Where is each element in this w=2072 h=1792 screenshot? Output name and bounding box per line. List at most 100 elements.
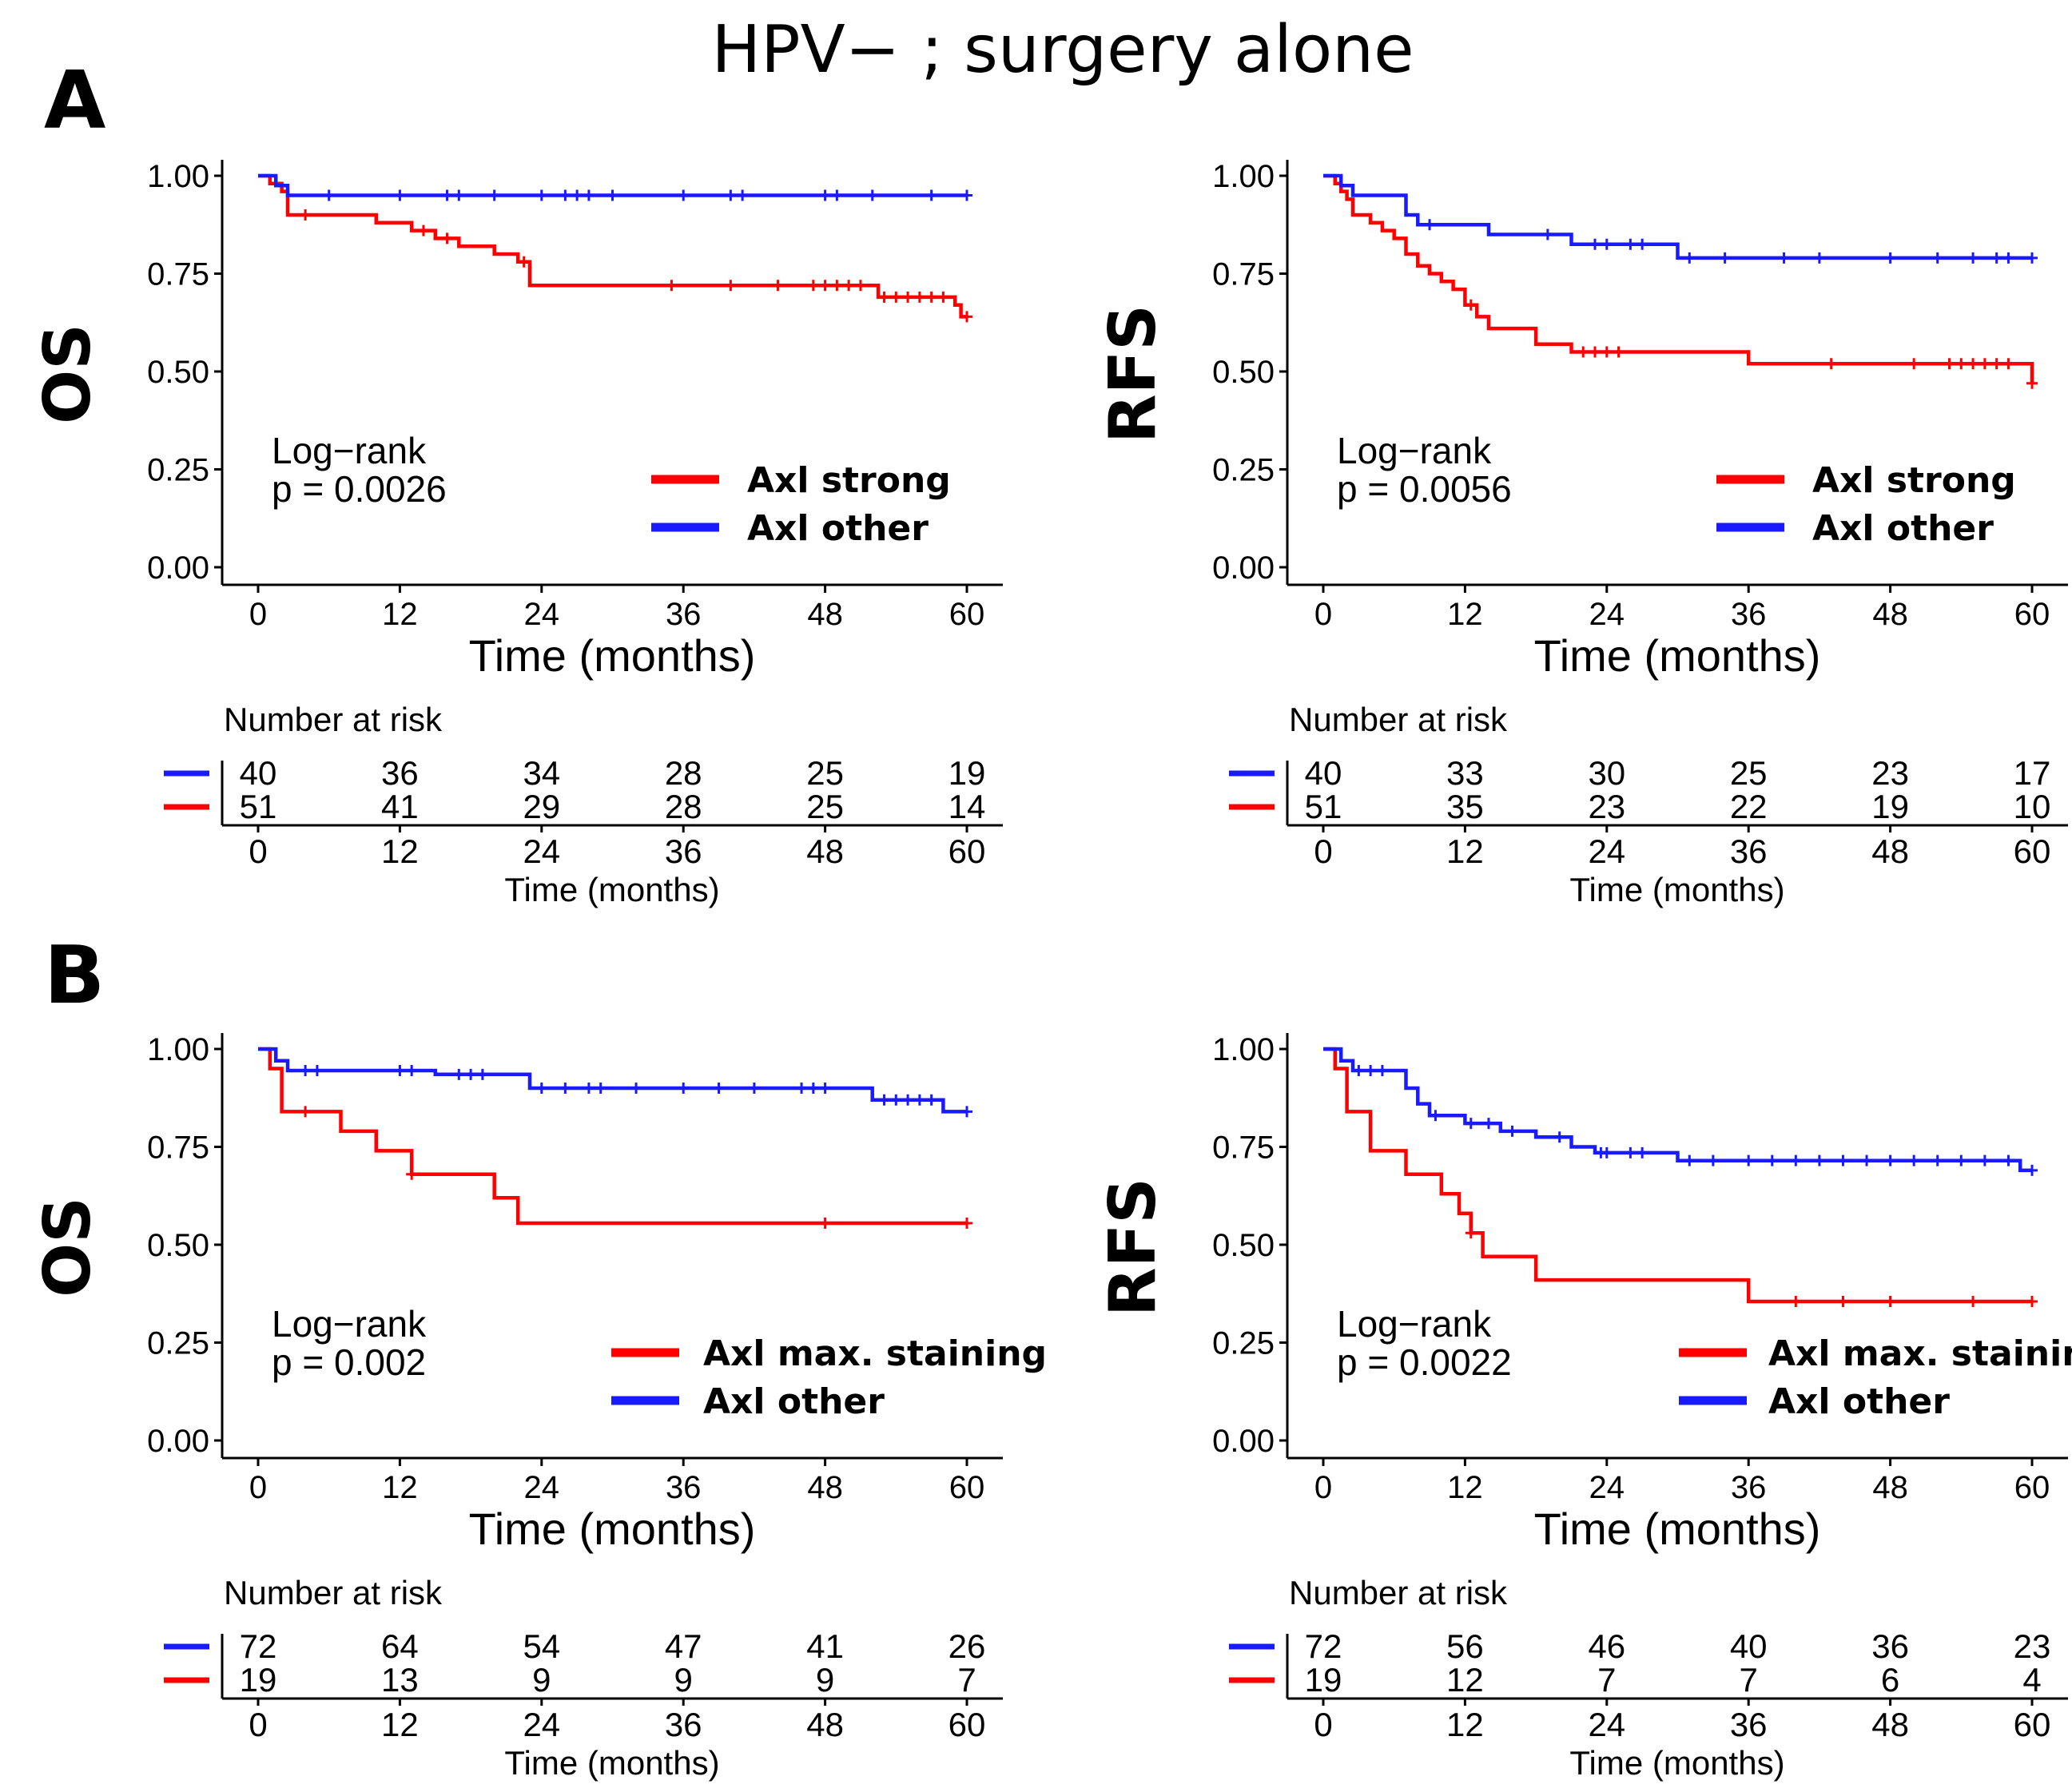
y-axis-title: RFS: [1096, 1178, 1170, 1317]
risk-count: 40: [1730, 1627, 1768, 1665]
censor-mark: [961, 1218, 972, 1230]
censor-mark: [1837, 1154, 1849, 1166]
censor-mark: [843, 280, 855, 292]
censor-mark: [630, 1083, 642, 1094]
censor-mark: [453, 1068, 465, 1080]
censor-mark: [476, 1068, 488, 1080]
risk-count: 26: [949, 1627, 986, 1665]
censor-mark: [406, 1168, 418, 1180]
censor-mark: [937, 291, 949, 303]
x-axis-title: Time (months): [469, 1504, 756, 1554]
censor-mark: [1553, 1131, 1565, 1143]
x-tick-label: 48: [1872, 1470, 1908, 1505]
y-tick-label: 0.25: [147, 1326, 209, 1361]
risk-count: 36: [381, 754, 419, 792]
censor-mark: [583, 1083, 595, 1094]
censor-mark: [1589, 346, 1601, 358]
censor-mark: [819, 1218, 831, 1230]
risk-x-tick-label: 36: [1730, 1706, 1768, 1743]
km-panel-3: 0.00 0.25 0.50 0.75 1.00 0 12 24 36 48 60 Time (mon…: [30, 1032, 1047, 1782]
censor-mark: [1979, 1154, 1990, 1166]
y-axis-title: OS: [30, 324, 105, 424]
risk-count: 72: [240, 1627, 277, 1665]
x-tick-label: 12: [1447, 1470, 1483, 1505]
censor-mark: [1884, 1154, 1896, 1166]
risk-count: 40: [1305, 754, 1342, 792]
x-tick-label: 0: [1314, 1470, 1332, 1505]
risk-count: 28: [665, 754, 702, 792]
censor-mark: [748, 1083, 760, 1094]
risk-count: 9: [816, 1661, 834, 1699]
censor-mark: [878, 291, 890, 303]
risk-x-axis-title: Time (months): [1569, 871, 1784, 908]
censor-mark: [961, 1106, 972, 1118]
risk-x-tick-label: 60: [949, 1706, 986, 1743]
x-tick-label: 0: [249, 597, 267, 632]
y-tick-label: 0.50: [147, 355, 209, 390]
censor-mark: [819, 1083, 831, 1094]
censor-mark: [1979, 358, 1990, 370]
risk-count: 40: [240, 754, 277, 792]
x-tick-label: 48: [807, 597, 843, 632]
censor-mark: [1908, 358, 1920, 370]
censor-mark: [606, 189, 618, 201]
y-tick-label: 0.25: [1212, 1326, 1275, 1361]
risk-x-tick-label: 0: [1314, 1706, 1332, 1743]
risk-count: 54: [523, 1627, 560, 1665]
censor-mark: [961, 311, 972, 323]
censor-mark: [1778, 252, 1790, 264]
risk-count: 30: [1588, 754, 1625, 792]
x-tick-label: 36: [1731, 597, 1767, 632]
risk-table-title: Number at risk: [1289, 701, 1508, 738]
y-tick-label: 0.25: [1212, 453, 1275, 488]
censor-mark: [1955, 1154, 1967, 1166]
censor-mark: [831, 280, 843, 292]
censor-mark: [890, 1094, 902, 1106]
risk-count: 10: [2014, 788, 2051, 825]
risk-x-tick-label: 12: [381, 832, 419, 870]
censor-mark: [488, 189, 500, 201]
risk-count: 41: [806, 1627, 844, 1665]
censor-mark: [441, 232, 453, 244]
censor-mark: [2002, 358, 2014, 370]
censor-mark: [1908, 1154, 1920, 1166]
censor-mark: [1825, 358, 1837, 370]
censor-mark: [1990, 252, 2002, 264]
y-axis-title: RFS: [1096, 304, 1170, 443]
risk-x-axis-title: Time (months): [1569, 1744, 1784, 1782]
x-tick-label: 12: [1447, 597, 1483, 632]
risk-x-tick-label: 48: [1871, 1706, 1909, 1743]
x-tick-label: 24: [524, 1470, 560, 1505]
censor-mark: [737, 189, 749, 201]
risk-table-title: Number at risk: [224, 1574, 443, 1611]
y-axis-title: OS: [30, 1197, 105, 1297]
censor-mark: [300, 1064, 312, 1076]
survival-curve-axl-high: [1323, 173, 2034, 383]
censor-mark: [678, 1083, 690, 1094]
x-tick-label: 48: [807, 1470, 843, 1505]
x-tick-label: 60: [949, 1470, 985, 1505]
risk-count: 9: [532, 1661, 551, 1699]
logrank-label: Log−rank: [272, 430, 427, 471]
censor-mark: [1601, 1146, 1613, 1158]
censor-mark: [394, 1064, 406, 1076]
risk-count: 19: [1871, 788, 1909, 825]
censor-mark: [819, 189, 831, 201]
x-tick-label: 36: [1731, 1470, 1767, 1505]
censor-mark: [807, 1083, 819, 1094]
censor-mark: [878, 1094, 890, 1106]
y-tick-label: 0.00: [1212, 1424, 1275, 1459]
x-tick-label: 0: [249, 1470, 267, 1505]
x-tick-label: 24: [1589, 597, 1625, 632]
x-tick-label: 0: [1314, 597, 1332, 632]
censor-mark: [2026, 377, 2038, 389]
risk-x-tick-label: 12: [1446, 1706, 1484, 1743]
censor-mark: [1790, 1154, 1802, 1166]
censor-mark: [1424, 219, 1436, 231]
censor-mark: [831, 189, 843, 201]
censor-mark: [595, 1083, 606, 1094]
risk-count: 64: [381, 1627, 419, 1665]
risk-count: 36: [1871, 1627, 1909, 1665]
censor-mark: [1955, 358, 1967, 370]
censor-mark: [1719, 252, 1731, 264]
